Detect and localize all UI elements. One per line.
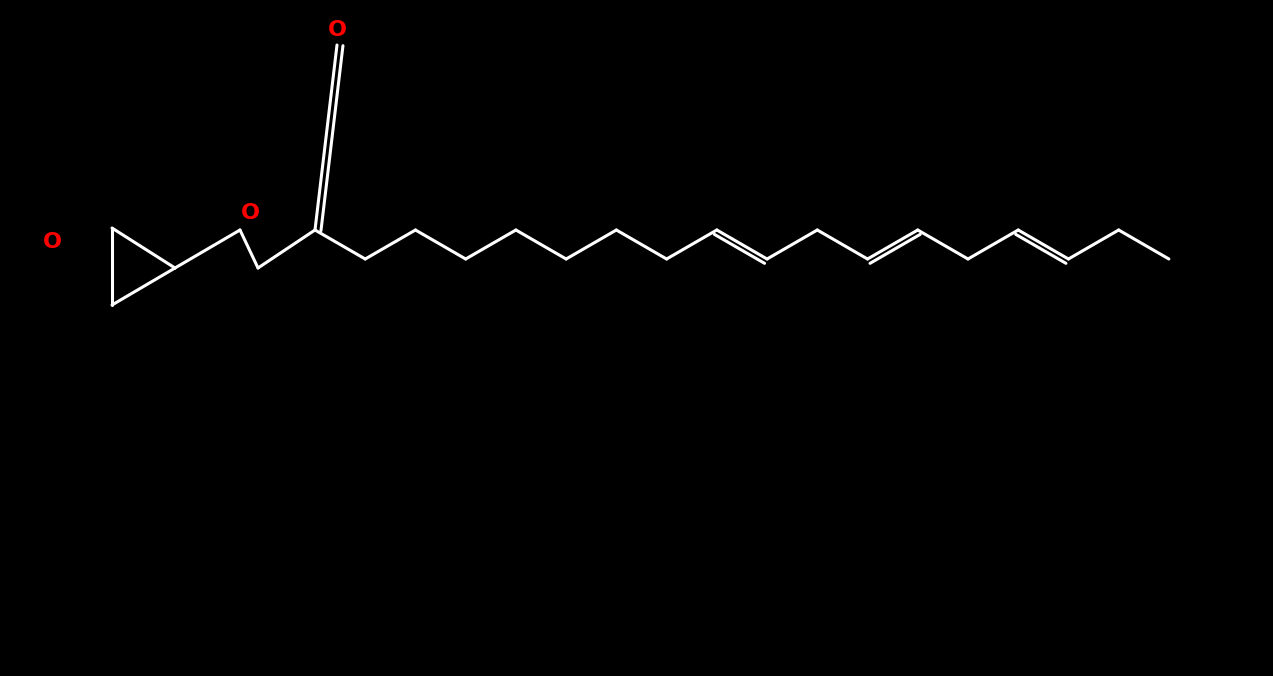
Text: O: O — [241, 203, 260, 223]
Text: O: O — [42, 232, 61, 252]
Text: O: O — [327, 20, 346, 40]
